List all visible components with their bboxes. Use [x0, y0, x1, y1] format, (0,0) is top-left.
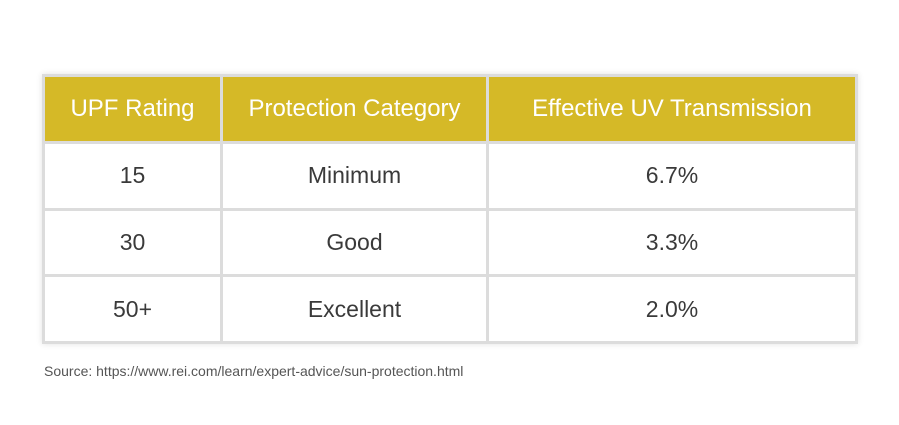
cell-protection-category: Good [223, 210, 486, 275]
cell-upf-rating: 50+ [45, 277, 220, 341]
table-header-row: UPF Rating Protection Category Effective… [45, 77, 855, 141]
header-protection-category: Protection Category [223, 77, 486, 141]
cell-protection-category: Excellent [223, 277, 486, 341]
table-row: 30 Good 3.3% [45, 210, 855, 275]
table-row: 50+ Excellent 2.0% [45, 277, 855, 341]
cell-uv-transmission: 2.0% [489, 277, 855, 341]
upf-rating-table: UPF Rating Protection Category Effective… [42, 74, 858, 344]
header-effective-uv-transmission: Effective UV Transmission [489, 77, 855, 141]
upf-table-container: UPF Rating Protection Category Effective… [42, 74, 858, 344]
cell-upf-rating: 30 [45, 210, 220, 275]
source-citation: Source: https://www.rei.com/learn/expert… [44, 363, 464, 379]
table-row: 15 Minimum 6.7% [45, 144, 855, 208]
cell-protection-category: Minimum [223, 144, 486, 208]
cell-uv-transmission: 3.3% [489, 210, 855, 275]
header-upf-rating: UPF Rating [45, 77, 220, 141]
cell-upf-rating: 15 [45, 144, 220, 208]
cell-uv-transmission: 6.7% [489, 144, 855, 208]
